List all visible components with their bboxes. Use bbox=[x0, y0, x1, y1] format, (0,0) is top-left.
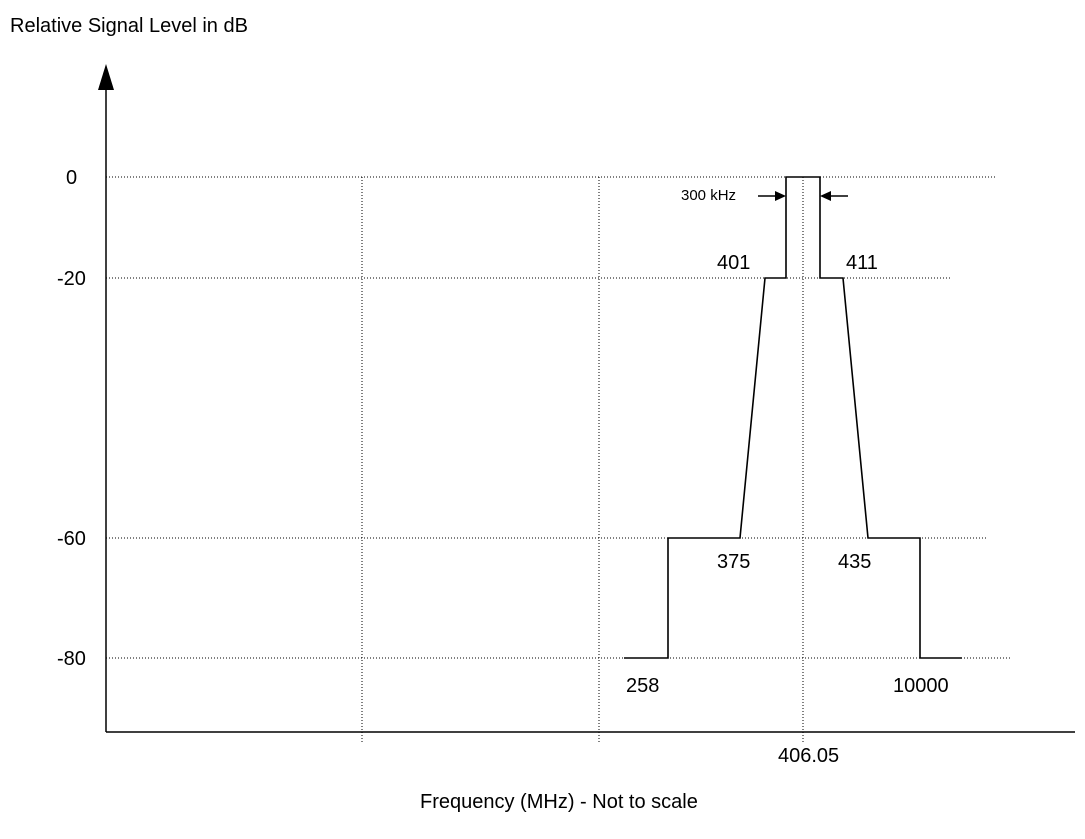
point-label-411: 411 bbox=[846, 252, 878, 274]
point-label-375: 375 bbox=[717, 551, 750, 573]
series-line bbox=[624, 176, 962, 659]
y-tick-minus80: -80 bbox=[57, 648, 86, 670]
y-axis-arrow-icon bbox=[98, 64, 114, 90]
y-tick-minus20: -20 bbox=[57, 268, 86, 290]
x-axis-title: Frequency (MHz) - Not to scale bbox=[420, 791, 698, 813]
point-label-401: 401 bbox=[717, 252, 750, 274]
point-label-258: 258 bbox=[626, 675, 659, 697]
point-label-435: 435 bbox=[838, 551, 871, 573]
arrow-left-icon bbox=[820, 191, 831, 201]
point-label-10000: 10000 bbox=[893, 675, 949, 697]
bandwidth-annotation: 300 kHz bbox=[681, 187, 736, 204]
y-tick-0: 0 bbox=[66, 167, 77, 189]
y-axis-title: Relative Signal Level in dB bbox=[10, 15, 248, 37]
arrow-right-icon bbox=[775, 191, 786, 201]
x-tick-center: 406.05 bbox=[778, 745, 839, 767]
y-tick-minus60: -60 bbox=[57, 528, 86, 550]
point-labels: 258 375 401 411 435 10000 bbox=[626, 252, 949, 697]
